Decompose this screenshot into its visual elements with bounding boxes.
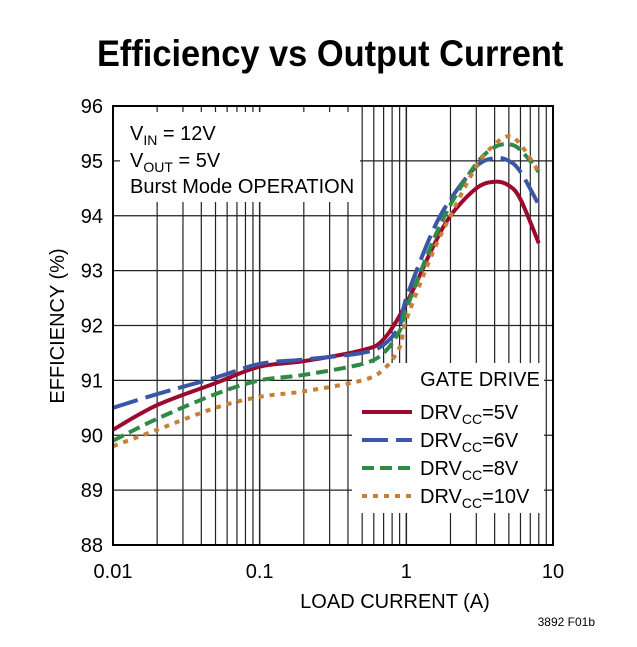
tick-labels: 88 89 90 91 92 93 94 95 96 0.01 0.1 1 10 — [81, 96, 564, 583]
y-tick-label: 94 — [81, 206, 103, 228]
y-tick-label: 93 — [81, 261, 103, 283]
y-axis-label: EFFICIENCY (%) — [47, 248, 69, 403]
figure-id: 3892 F01b — [538, 615, 596, 629]
chart-title: Efficiency vs Output Current — [97, 33, 563, 74]
series-lines — [112, 134, 541, 449]
y-tick-label: 92 — [81, 316, 103, 338]
x-axis-label: LOAD CURRENT (A) — [300, 591, 490, 613]
legend-label: DRVCC=6V — [420, 430, 519, 455]
x-tick-label: 0.01 — [94, 561, 133, 583]
y-tick-label: 91 — [81, 370, 103, 392]
y-tick-label: 90 — [81, 425, 103, 447]
x-tick-label: 0.1 — [246, 561, 274, 583]
condition-vin: VIN = 12V — [130, 123, 216, 148]
conditions-box — [120, 112, 360, 202]
x-tick-label: 10 — [542, 561, 564, 583]
legend-title: GATE DRIVE — [420, 369, 540, 391]
series-line-drvcc-10v — [112, 134, 541, 449]
condition-mode: Burst Mode OPERATION — [130, 176, 354, 198]
series-line-drvcc-6v — [112, 155, 541, 410]
x-tick-label: 1 — [401, 561, 412, 583]
y-tick-label: 95 — [81, 151, 103, 173]
plot-frame — [112, 105, 554, 546]
y-tick-label: 88 — [81, 535, 103, 557]
y-tick-label: 89 — [81, 480, 103, 502]
legend-label: DRVCC=8V — [420, 458, 519, 483]
series-line-drvcc-8v — [112, 142, 541, 443]
y-tick-label: 96 — [81, 96, 103, 118]
